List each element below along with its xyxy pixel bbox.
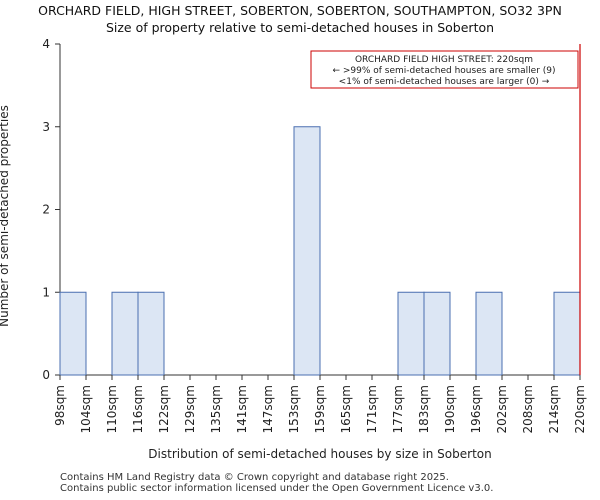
x-tick-label: 159sqm bbox=[313, 385, 327, 433]
plot-area: 0 1 2 3 4 98sqm 104sqm 110sqm 116sqm 122sqm 129sqm… bbox=[42, 37, 587, 433]
annotation-line3: <1% of semi-detached houses are larger (… bbox=[339, 77, 550, 87]
y-tick-label: 2 bbox=[42, 203, 50, 217]
x-tick-label: 171sqm bbox=[365, 385, 379, 433]
chart-title-line2: Size of property relative to semi-detach… bbox=[105, 20, 495, 35]
footer-copyright: Contains HM Land Registry data © Crown c… bbox=[60, 472, 449, 483]
y-tick-label: 0 bbox=[42, 368, 50, 382]
bar bbox=[59, 291, 87, 376]
x-tick-label: 116sqm bbox=[131, 385, 145, 433]
annotation-line2: ← >99% of semi-detached houses are small… bbox=[332, 66, 555, 76]
x-tick-label: 214sqm bbox=[547, 385, 561, 433]
chart-title-line1: ORCHARD FIELD, HIGH STREET, SOBERTON, SO… bbox=[38, 3, 562, 18]
bar bbox=[397, 291, 425, 376]
x-tick-label: 220sqm bbox=[573, 385, 587, 433]
x-tick-label: 165sqm bbox=[339, 385, 353, 433]
x-tick-label: 202sqm bbox=[495, 385, 509, 433]
bar bbox=[423, 291, 451, 376]
y-tick-label: 3 bbox=[42, 120, 50, 134]
y-axis-label: Number of semi-detached properties bbox=[0, 105, 11, 327]
x-tick-label: 141sqm bbox=[235, 385, 249, 433]
bar bbox=[111, 291, 139, 376]
annotation-line1: ORCHARD FIELD HIGH STREET: 220sqm bbox=[355, 55, 533, 65]
bar bbox=[553, 291, 581, 376]
x-tick-label: 122sqm bbox=[157, 385, 171, 433]
x-tick-label: 104sqm bbox=[79, 385, 93, 433]
x-tick-label: 135sqm bbox=[209, 385, 223, 433]
x-tick-label: 147sqm bbox=[261, 385, 275, 433]
y-tick-label: 1 bbox=[42, 285, 50, 299]
x-tick-label: 183sqm bbox=[417, 385, 431, 433]
bar bbox=[293, 126, 321, 376]
x-tick-label: 190sqm bbox=[443, 385, 457, 433]
y-tick-label: 4 bbox=[42, 37, 50, 51]
annotation-box: ORCHARD FIELD HIGH STREET: 220sqm ← >99%… bbox=[310, 50, 579, 89]
x-tick-label: 153sqm bbox=[287, 385, 301, 433]
bar bbox=[475, 291, 503, 376]
bar bbox=[137, 291, 165, 376]
x-tick-label: 196sqm bbox=[469, 385, 483, 433]
x-axis-label: Distribution of semi-detached houses by … bbox=[148, 447, 491, 461]
x-tick-label: 208sqm bbox=[521, 385, 535, 433]
footer-licence: Contains public sector information licen… bbox=[60, 483, 494, 494]
x-tick-label: 129sqm bbox=[183, 385, 197, 433]
x-tick-label: 110sqm bbox=[105, 385, 119, 433]
x-tick-label: 98sqm bbox=[53, 385, 67, 426]
x-tick-label: 177sqm bbox=[391, 385, 405, 433]
